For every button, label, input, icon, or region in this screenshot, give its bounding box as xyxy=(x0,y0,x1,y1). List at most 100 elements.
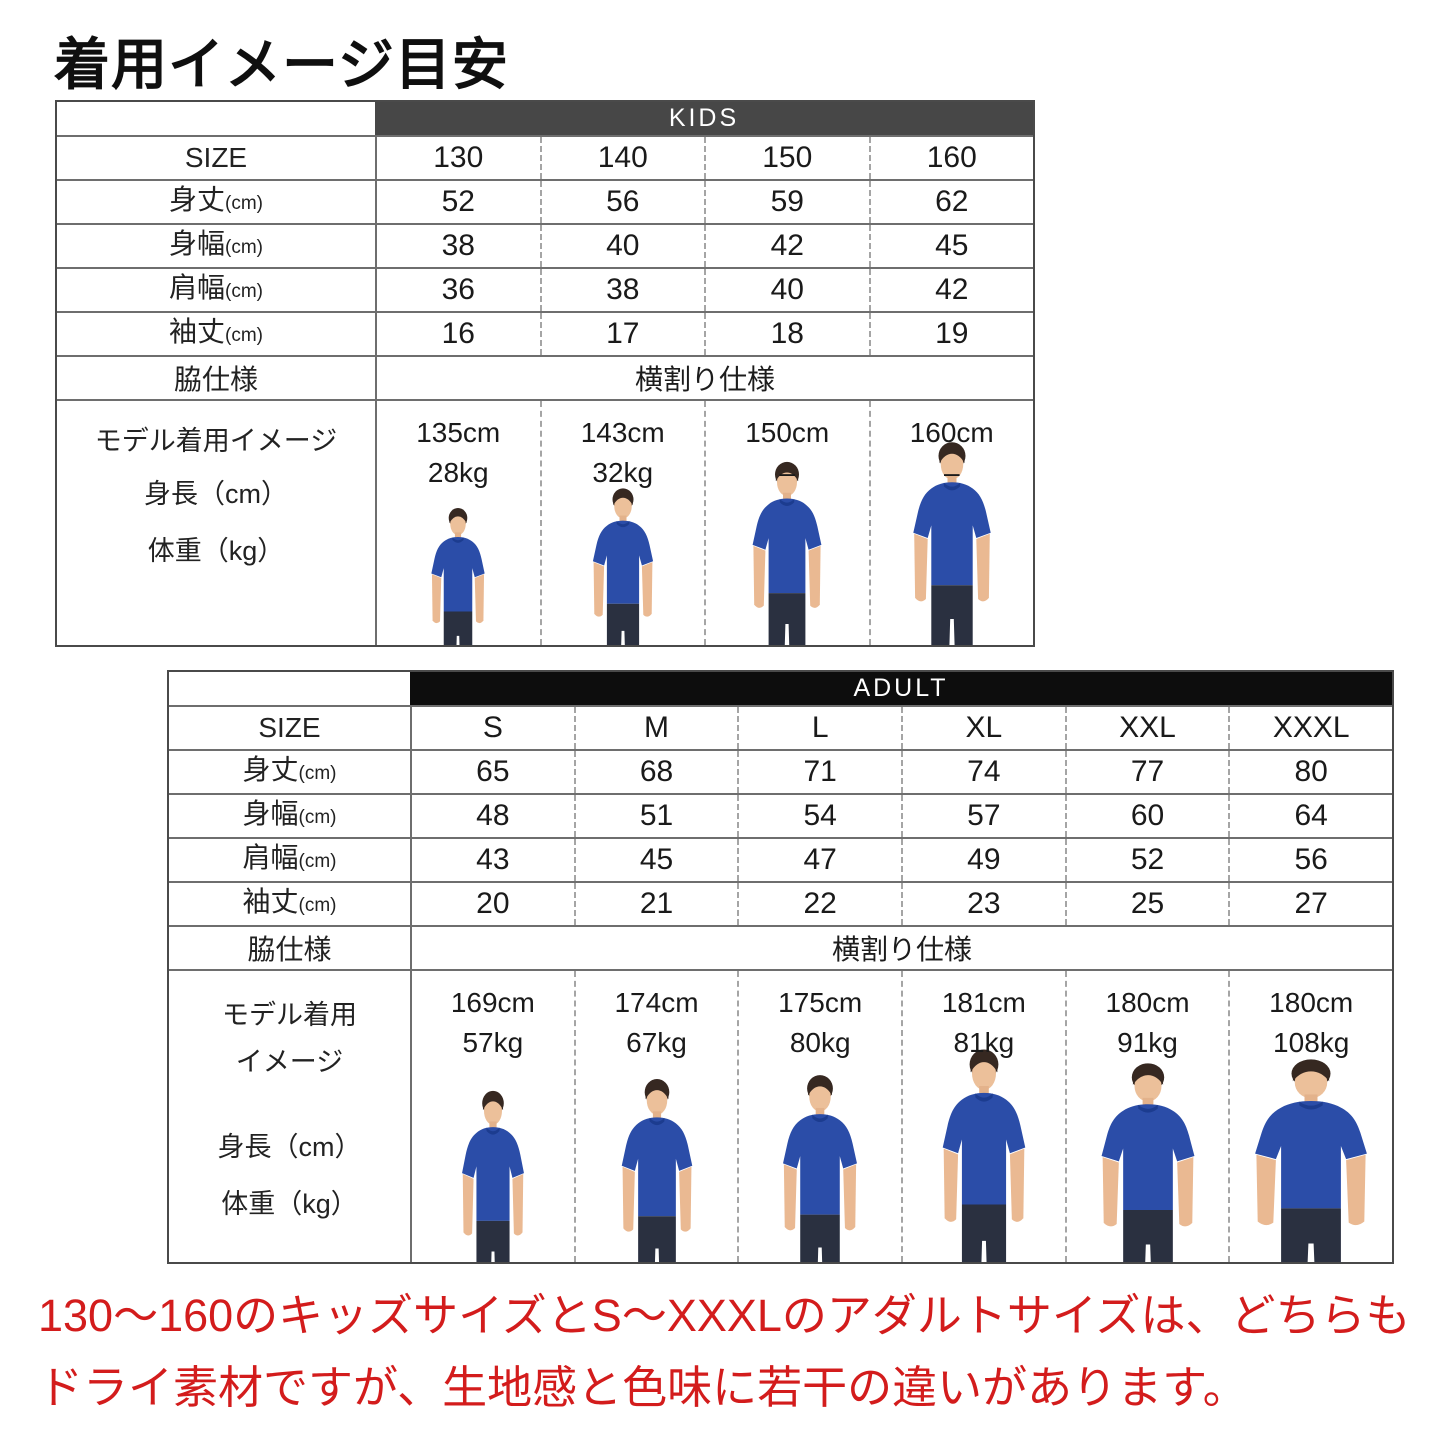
row-label: 肩幅 xyxy=(242,841,299,873)
measurement-value: 23 xyxy=(901,883,1065,925)
kids-shoulder-width-row: 肩幅(cm) 36 38 40 42 xyxy=(57,267,1033,311)
measurement-value: 43 xyxy=(410,839,574,881)
side-spec-label: 脇仕様 xyxy=(247,934,332,965)
measurement-value: 40 xyxy=(539,225,705,267)
measurement-value: 20 xyxy=(410,883,574,925)
measurement-value: 60 xyxy=(1064,795,1229,837)
adult-model-cell: 180cm 108kg xyxy=(1228,971,1392,1262)
row-label: 肩幅 xyxy=(169,271,226,303)
adult-sleeve-length-row: 袖丈(cm) 20 21 22 23 25 27 xyxy=(169,881,1392,925)
measurement-value: 52 xyxy=(375,181,540,223)
model-photo xyxy=(1101,1063,1194,1262)
measurement-value: 38 xyxy=(539,269,705,311)
kids-model-cell: 160cm – xyxy=(868,401,1034,645)
kids-size-value: 130 xyxy=(375,137,540,179)
adult-banner-row: ADULT xyxy=(169,672,1392,705)
kids-banner-row: KIDS xyxy=(57,102,1033,135)
measurement-value: 49 xyxy=(901,839,1065,881)
kids-model-label: モデル着用イメージ 身長（cm） 体重（kg） xyxy=(94,426,338,566)
measurement-value: 19 xyxy=(868,313,1034,355)
row-label: 袖丈 xyxy=(242,885,299,917)
adult-size-value: L xyxy=(737,707,901,749)
adult-model-row: モデル着用 イメージ 身長（cm） 体重（kg） 169cm 57kg 174c… xyxy=(169,969,1392,1262)
kids-size-value: 140 xyxy=(539,137,705,179)
adult-size-value: XL xyxy=(901,707,1065,749)
adult-banner: ADULT xyxy=(410,672,1392,705)
adult-model-cell: 174cm 67kg xyxy=(573,971,738,1262)
kids-size-value: 160 xyxy=(868,137,1034,179)
model-photo xyxy=(592,488,653,645)
kids-model-cell: 150cm – xyxy=(704,401,869,645)
adult-size-row: SIZE S M L XL XXL XXXL xyxy=(169,705,1392,749)
adult-body-length-row: 身丈(cm) 65 68 71 74 77 80 xyxy=(169,749,1392,793)
measurement-value: 71 xyxy=(737,751,901,793)
measurement-value: 42 xyxy=(868,269,1034,311)
size-row-label: SIZE xyxy=(258,712,321,743)
measurement-value: 42 xyxy=(704,225,869,267)
measurement-value: 56 xyxy=(1228,839,1392,881)
measurement-value: 21 xyxy=(573,883,738,925)
measurement-value: 57 xyxy=(901,795,1065,837)
measurement-value: 54 xyxy=(737,795,901,837)
measurement-value: 22 xyxy=(737,883,901,925)
adult-size-table: ADULT SIZE S M L XL XXL XXXL 身丈(cm) 65 6… xyxy=(167,670,1394,1264)
kids-sleeve-length-row: 袖丈(cm) 16 17 18 19 xyxy=(57,311,1033,355)
adult-shoulder-width-row: 肩幅(cm) 43 45 47 49 52 56 xyxy=(169,837,1392,881)
model-weight: – xyxy=(943,457,960,488)
kids-side-spec-row: 脇仕様 横割り仕様 xyxy=(57,355,1033,399)
row-label: 身丈 xyxy=(169,183,226,215)
model-height: 180cm xyxy=(1269,987,1354,1018)
measurement-value: 51 xyxy=(573,795,738,837)
row-label: 身丈 xyxy=(242,753,299,785)
model-photo xyxy=(783,1075,858,1262)
kids-body-width-row: 身幅(cm) 38 40 42 45 xyxy=(57,223,1033,267)
adult-table-corner xyxy=(169,672,410,705)
measurement-value: 18 xyxy=(704,313,869,355)
model-height: 143cm xyxy=(580,417,665,448)
model-photo xyxy=(431,508,485,645)
model-weight: 67kg xyxy=(626,1027,687,1058)
measurement-value: 40 xyxy=(704,269,869,311)
measurement-value: 64 xyxy=(1228,795,1392,837)
page-title: 着用イメージ目安 xyxy=(54,33,509,96)
kids-model-cell: 143cm 32kg xyxy=(539,401,705,645)
measurement-value: 16 xyxy=(375,313,540,355)
model-photo xyxy=(1255,1059,1368,1262)
measurement-value: 27 xyxy=(1228,883,1392,925)
measurement-value: 80 xyxy=(1228,751,1392,793)
measurement-value: 45 xyxy=(573,839,738,881)
kids-size-value: 150 xyxy=(704,137,869,179)
row-label: 身幅 xyxy=(169,227,226,259)
model-photo xyxy=(942,1049,1026,1262)
measurement-value: 45 xyxy=(868,225,1034,267)
model-photo xyxy=(621,1079,692,1262)
measurement-value: 48 xyxy=(410,795,574,837)
adult-size-value: M xyxy=(573,707,738,749)
model-height: 180cm xyxy=(1105,987,1190,1018)
row-unit: (cm) xyxy=(298,850,337,872)
row-label: 袖丈 xyxy=(169,315,226,347)
kids-table-corner xyxy=(57,102,375,135)
model-weight: 32kg xyxy=(592,457,654,488)
adult-size-value: S xyxy=(410,707,574,749)
adult-model-cell: 181cm 81kg xyxy=(901,971,1065,1262)
row-unit: (cm) xyxy=(225,280,263,302)
model-height: 160cm xyxy=(909,417,994,448)
model-weight: – xyxy=(779,457,796,488)
row-unit: (cm) xyxy=(225,236,263,258)
row-unit: (cm) xyxy=(225,324,263,346)
measurement-value: 68 xyxy=(573,751,738,793)
measurement-value: 56 xyxy=(539,181,705,223)
kids-model-cell: 135cm 28kg xyxy=(375,401,540,645)
kids-banner: KIDS xyxy=(375,102,1033,135)
measurement-value: 25 xyxy=(1064,883,1229,925)
kids-size-row: SIZE 130 140 150 160 xyxy=(57,135,1033,179)
model-height: 150cm xyxy=(745,417,830,448)
measurement-value: 62 xyxy=(868,181,1034,223)
model-weight: 81kg xyxy=(953,1027,1015,1058)
model-weight: 108kg xyxy=(1273,1027,1350,1058)
model-height: 135cm xyxy=(416,417,501,448)
row-unit: (cm) xyxy=(298,806,337,828)
model-height: 174cm xyxy=(614,987,699,1018)
model-weight: 57kg xyxy=(462,1027,524,1058)
